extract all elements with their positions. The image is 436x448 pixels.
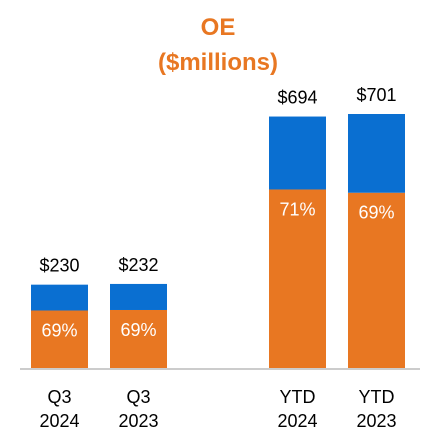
- labels-group: 69% $230 Q3 2024 69% $232 Q3 2023 71% $694 YTD 2024…: [39, 85, 396, 431]
- total-label-3: $701: [356, 85, 396, 105]
- percent-label-2: 71%: [279, 199, 315, 219]
- x-tick-label-line1-2: YTD: [280, 387, 316, 407]
- bar-segment-secondary-1: [110, 283, 167, 310]
- x-tick-label-line2-1: 2023: [118, 411, 158, 431]
- bar-segment-primary-0: [31, 310, 88, 368]
- total-label-2: $694: [277, 88, 317, 108]
- bar-segment-secondary-2: [269, 116, 326, 190]
- percent-label-0: 69%: [41, 320, 77, 340]
- x-tick-label-line1-1: Q3: [126, 387, 150, 407]
- percent-label-1: 69%: [120, 320, 156, 340]
- total-label-1: $232: [118, 255, 158, 275]
- bar-segment-secondary-0: [31, 284, 88, 311]
- x-tick-label-line1-0: Q3: [47, 387, 71, 407]
- x-tick-label-line2-2: 2024: [277, 411, 317, 431]
- x-tick-label-line1-3: YTD: [359, 387, 395, 407]
- bar-segment-primary-3: [348, 192, 405, 368]
- chart-title-line-2: ($millions): [158, 49, 278, 76]
- bar-segment-primary-1: [110, 309, 167, 368]
- chart-title-line-1: OE: [201, 14, 236, 41]
- bars-group: [31, 114, 405, 368]
- percent-label-3: 69%: [358, 203, 394, 223]
- x-tick-label-line2-3: 2023: [356, 411, 396, 431]
- bar-segment-primary-2: [269, 189, 326, 368]
- bar-segment-secondary-3: [348, 114, 405, 193]
- total-label-0: $230: [39, 256, 79, 276]
- x-tick-label-line2-0: 2024: [39, 411, 79, 431]
